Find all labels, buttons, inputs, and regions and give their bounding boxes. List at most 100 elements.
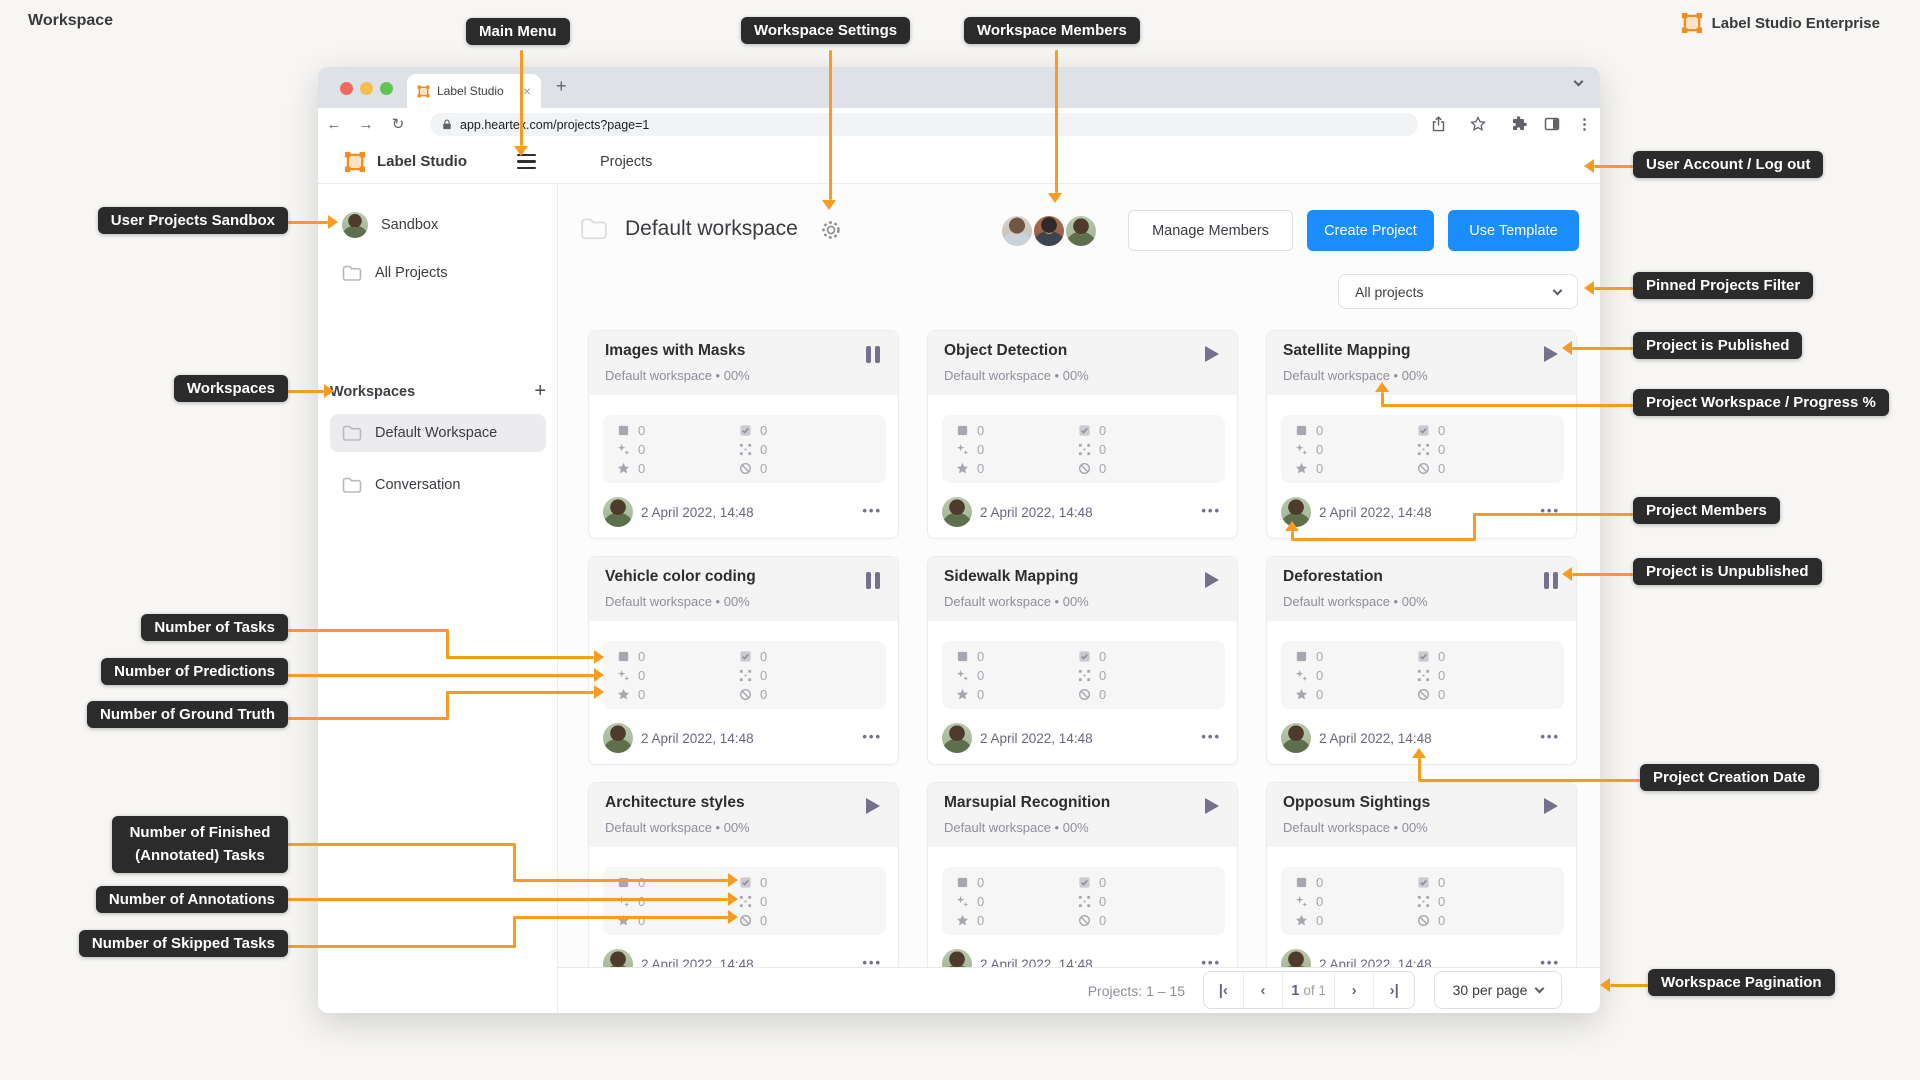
annotations-icon bbox=[1417, 895, 1430, 908]
finished-tasks-count: 0 bbox=[1099, 875, 1107, 890]
browser-menu-kebab-icon[interactable]: ⋮ bbox=[1577, 116, 1592, 133]
manage-members-button[interactable]: Manage Members bbox=[1128, 210, 1293, 251]
address-bar[interactable]: app.heartex.com/projects?page=1 bbox=[430, 113, 1418, 136]
sidebar-header: Label Studio bbox=[318, 140, 558, 183]
project-card[interactable]: Marsupial Recognition Default workspace … bbox=[927, 782, 1238, 967]
project-title: Object Detection bbox=[944, 342, 1068, 359]
tasks-icon bbox=[957, 651, 968, 662]
project-workspace-progress: Default workspace • 00% bbox=[605, 820, 750, 835]
page-heading: Projects bbox=[600, 154, 653, 170]
maximize-window-button[interactable] bbox=[380, 82, 393, 95]
bookmark-star-icon[interactable] bbox=[1470, 116, 1486, 132]
chevron-down-icon[interactable] bbox=[1573, 76, 1584, 87]
project-menu-ellipsis[interactable]: ••• bbox=[1201, 503, 1221, 518]
back-button[interactable]: ← bbox=[326, 115, 342, 133]
arrowhead bbox=[728, 873, 738, 887]
sidebar-item-default-workspace[interactable]: Default Workspace bbox=[330, 414, 546, 452]
ground-truth-star-icon bbox=[956, 462, 969, 474]
add-workspace-button[interactable]: + bbox=[534, 380, 546, 402]
member-avatar[interactable] bbox=[1032, 214, 1066, 248]
share-icon[interactable] bbox=[1431, 116, 1446, 132]
project-card[interactable]: Opposum Sightings Default workspace • 00… bbox=[1266, 782, 1577, 967]
tasks-count: 0 bbox=[977, 875, 985, 890]
project-card[interactable]: Architecture styles Default workspace • … bbox=[588, 782, 899, 967]
sidebar-item-all-projects[interactable]: All Projects bbox=[330, 254, 546, 292]
play-icon bbox=[1205, 798, 1219, 814]
project-status-icon bbox=[1205, 798, 1219, 816]
project-card[interactable]: Deforestation Default workspace • 00% 0 … bbox=[1266, 556, 1577, 765]
member-avatar[interactable] bbox=[1000, 214, 1034, 248]
project-card-header: Sidewalk Mapping Default workspace • 00% bbox=[928, 557, 1237, 621]
pinned-projects-filter[interactable]: All projects bbox=[1338, 274, 1578, 309]
project-menu-ellipsis[interactable]: ••• bbox=[862, 729, 882, 744]
sidebar-item-conversation[interactable]: Conversation bbox=[330, 466, 546, 504]
url-text: app.heartex.com/projects?page=1 bbox=[460, 117, 650, 132]
workspace-settings-gear-icon[interactable] bbox=[820, 219, 842, 241]
forward-button[interactable]: → bbox=[358, 115, 374, 133]
member-avatar[interactable] bbox=[1064, 214, 1098, 248]
project-menu-ellipsis[interactable]: ••• bbox=[862, 503, 882, 518]
project-menu-ellipsis[interactable]: ••• bbox=[1540, 729, 1560, 744]
project-creator-avatar[interactable] bbox=[942, 949, 972, 967]
predictions-icon bbox=[956, 669, 969, 681]
tasks-count: 0 bbox=[638, 649, 646, 664]
annotation-main-menu: Main Menu bbox=[466, 18, 570, 45]
new-tab-button[interactable]: + bbox=[556, 76, 567, 96]
project-card-header: Vehicle color coding Default workspace •… bbox=[589, 557, 898, 621]
project-card[interactable]: Object Detection Default workspace • 00%… bbox=[927, 330, 1238, 539]
project-workspace-progress: Default workspace • 00% bbox=[605, 368, 750, 383]
sidebar-item-sandbox[interactable]: Sandbox bbox=[330, 206, 546, 244]
workspace-members-avatars[interactable] bbox=[1000, 214, 1098, 248]
arrowhead bbox=[324, 384, 334, 398]
project-title: Deforestation bbox=[1283, 568, 1383, 585]
arrow-segment bbox=[1055, 50, 1058, 193]
predictions-count: 0 bbox=[1316, 894, 1324, 909]
reload-button[interactable]: ↻ bbox=[391, 116, 405, 133]
first-page-button[interactable]: |‹ bbox=[1204, 972, 1244, 1008]
project-creator-avatar[interactable] bbox=[942, 723, 972, 753]
minimize-window-button[interactable] bbox=[360, 82, 373, 95]
arrow-segment bbox=[1418, 779, 1640, 782]
project-creation-date: 2 April 2022, 14:48 bbox=[980, 731, 1093, 746]
project-creator-avatar[interactable] bbox=[1281, 949, 1311, 967]
next-page-button[interactable]: › bbox=[1335, 972, 1375, 1008]
per-page-select[interactable]: 30 per page bbox=[1434, 971, 1562, 1009]
project-creator-avatar[interactable] bbox=[942, 497, 972, 527]
project-menu-ellipsis[interactable]: ••• bbox=[1201, 955, 1221, 967]
predictions-icon bbox=[1295, 443, 1308, 455]
project-card[interactable]: Vehicle color coding Default workspace •… bbox=[588, 556, 899, 765]
project-workspace-progress: Default workspace • 00% bbox=[605, 594, 750, 609]
ground-truth-count: 0 bbox=[1316, 913, 1324, 928]
lock-icon bbox=[443, 119, 451, 130]
app-sidebar: Sandbox All Projects Workspaces + Defaul… bbox=[318, 184, 558, 1013]
prev-page-button[interactable]: ‹ bbox=[1244, 972, 1284, 1008]
last-page-button[interactable]: ›| bbox=[1389, 981, 1399, 999]
project-card[interactable]: Satellite Mapping Default workspace • 00… bbox=[1266, 330, 1577, 539]
project-card[interactable]: Sidewalk Mapping Default workspace • 00%… bbox=[927, 556, 1238, 765]
project-menu-ellipsis[interactable]: ••• bbox=[862, 955, 882, 967]
create-project-button[interactable]: Create Project bbox=[1307, 210, 1434, 251]
project-card[interactable]: Images with Masks Default workspace • 00… bbox=[588, 330, 899, 539]
tab-close-icon[interactable]: × bbox=[522, 83, 531, 99]
close-window-button[interactable] bbox=[340, 82, 353, 95]
predictions-icon bbox=[617, 895, 630, 907]
annotations-count: 0 bbox=[1438, 668, 1446, 683]
project-creator-avatar[interactable] bbox=[1281, 723, 1311, 753]
finished-tasks-icon bbox=[740, 877, 751, 888]
project-status-icon bbox=[866, 572, 880, 590]
arrow-segment bbox=[288, 674, 594, 677]
annotations-count: 0 bbox=[1438, 442, 1446, 457]
project-creator-avatar[interactable] bbox=[603, 497, 633, 527]
arrow-segment bbox=[288, 898, 728, 901]
side-panel-icon[interactable] bbox=[1544, 116, 1560, 132]
project-creator-avatar[interactable] bbox=[603, 723, 633, 753]
project-menu-ellipsis[interactable]: ••• bbox=[1201, 729, 1221, 744]
browser-tab[interactable]: Label Studio × bbox=[407, 74, 541, 108]
extensions-puzzle-icon[interactable] bbox=[1511, 116, 1527, 132]
arrow-segment bbox=[520, 50, 523, 146]
annotation-project-published: Project is Published bbox=[1633, 332, 1803, 359]
project-creator-avatar[interactable] bbox=[603, 949, 633, 967]
predictions-count: 0 bbox=[638, 668, 646, 683]
use-template-button[interactable]: Use Template bbox=[1448, 210, 1579, 251]
project-menu-ellipsis[interactable]: ••• bbox=[1540, 955, 1560, 967]
